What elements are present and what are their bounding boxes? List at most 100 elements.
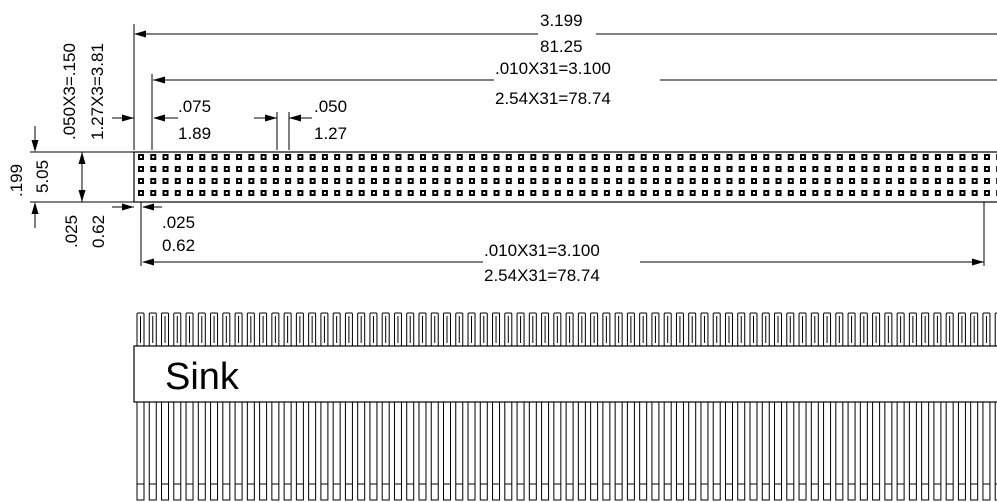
- pin-hole: [372, 180, 375, 182]
- pin-hole: [532, 180, 535, 182]
- pin-hole: [777, 192, 780, 194]
- lower-pin: [406, 401, 415, 501]
- pin-hole: [765, 156, 768, 158]
- pin-hole: [630, 192, 633, 194]
- lower-pin: [246, 401, 255, 501]
- pin-hole: [152, 168, 155, 170]
- pin-hole: [961, 156, 964, 158]
- pin-hole: [814, 192, 817, 194]
- pin-hole: [826, 180, 829, 182]
- lower-pin: [700, 401, 709, 501]
- pin-hole: [716, 192, 719, 194]
- pin-hole: [140, 180, 142, 182]
- lower-pin: [957, 401, 966, 501]
- pin-hole: [961, 192, 964, 194]
- pin-hole: [593, 156, 596, 158]
- pin-hole: [471, 192, 474, 194]
- pin-hole: [973, 192, 976, 194]
- pin-hole: [520, 180, 523, 182]
- lower-pin: [651, 401, 660, 501]
- pin-hole: [887, 156, 890, 158]
- pin-hole: [936, 168, 939, 170]
- pin-hole: [397, 192, 400, 194]
- pin-hole: [397, 168, 400, 170]
- pin-hole: [299, 180, 302, 182]
- pin-hole: [421, 180, 424, 182]
- pin-hole: [385, 192, 388, 194]
- pin-hole: [569, 156, 572, 158]
- row-pitch-mm-label: 1.27: [314, 124, 347, 143]
- lower-pin: [271, 401, 280, 501]
- pin-hole: [164, 192, 167, 194]
- pin-hole: [716, 180, 719, 182]
- pin-hole: [985, 168, 988, 170]
- pin-hole: [838, 156, 841, 158]
- pin-hole: [189, 180, 192, 182]
- pin-hole: [875, 180, 878, 182]
- pin-hole: [593, 192, 596, 194]
- pin-hole: [851, 168, 854, 170]
- lower-pin: [185, 401, 194, 501]
- pin-hole: [164, 168, 167, 170]
- pin-hole: [544, 156, 547, 158]
- pin-hole: [409, 180, 412, 182]
- top-view-body: [133, 151, 997, 203]
- pin-hole: [703, 192, 706, 194]
- pin-hole: [703, 168, 706, 170]
- pin-hole: [654, 168, 657, 170]
- lower-pin: [173, 401, 182, 501]
- pin-hole: [740, 168, 743, 170]
- pin-hole: [348, 180, 351, 182]
- pin-hole: [336, 156, 339, 158]
- pin-hole: [802, 168, 805, 170]
- pin-hole: [434, 168, 437, 170]
- offset-dimension: .075 1.89: [153, 97, 211, 143]
- pin-hole: [691, 156, 694, 158]
- pin-hole: [458, 168, 461, 170]
- pin-hole: [863, 192, 866, 194]
- lower-pin: [724, 401, 733, 501]
- lower-pin: [418, 401, 427, 501]
- pin-hole: [728, 168, 731, 170]
- pin-hole: [887, 192, 890, 194]
- pin-hole: [826, 156, 829, 158]
- pin-hole: [274, 192, 277, 194]
- bottom-pitch-in-label: .010X31=3.100: [484, 241, 600, 260]
- pin-hole: [936, 180, 939, 182]
- lower-pin: [516, 401, 525, 501]
- pin-hole: [630, 156, 633, 158]
- pin-hole: [556, 192, 559, 194]
- offset-mm-label: 1.89: [178, 124, 211, 143]
- pin-hole: [814, 180, 817, 182]
- lower-pin: [565, 401, 574, 501]
- pin-hole: [520, 156, 523, 158]
- bottom-pitch-dimension: .010X31=3.100 2.54X31=78.74: [142, 202, 985, 285]
- pin-hole: [421, 168, 424, 170]
- pin-hole: [274, 156, 277, 158]
- lower-pin: [210, 401, 219, 501]
- pin-hole: [520, 168, 523, 170]
- pin-hole: [581, 180, 584, 182]
- lower-pin: [675, 401, 684, 501]
- pin-hole: [238, 168, 241, 170]
- pin-hole: [152, 192, 155, 194]
- lower-pin: [504, 401, 513, 501]
- bottom-pitch-mm-label: 2.54X31=78.74: [484, 266, 600, 285]
- height-mm-label: 5.05: [33, 160, 52, 193]
- lower-pin: [332, 401, 341, 501]
- pin-hole: [299, 156, 302, 158]
- pin-hole: [949, 168, 952, 170]
- pin-hole: [728, 156, 731, 158]
- pin-hole: [458, 156, 461, 158]
- pin-hole: [299, 168, 302, 170]
- pin-hole: [912, 180, 915, 182]
- pin-hole: [471, 180, 474, 182]
- pin-hole: [716, 168, 719, 170]
- pin-hole: [924, 156, 927, 158]
- pin-hole: [483, 168, 486, 170]
- sink-label: Sink: [165, 356, 240, 398]
- pin-hole: [287, 192, 290, 194]
- lower-pin: [798, 401, 807, 501]
- pin-hole: [900, 168, 903, 170]
- pin-hole: [507, 192, 510, 194]
